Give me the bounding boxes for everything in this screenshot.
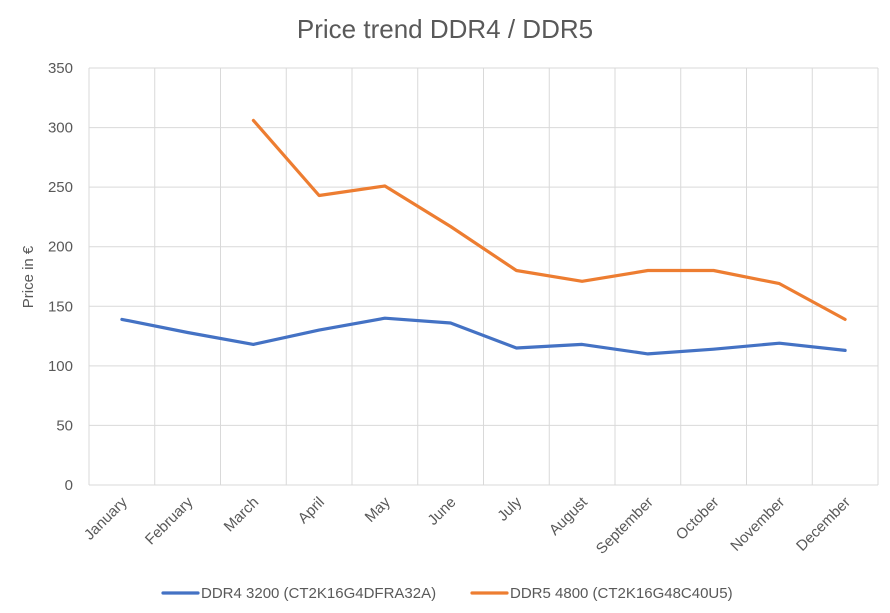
y-axis-ticks: 0 50 100 150 200 250 300 350 (48, 60, 73, 494)
data-point (580, 279, 584, 283)
legend-label-1: DDR4 3200 (CT2K16G4DFRA32A) (201, 585, 436, 602)
data-point (120, 317, 124, 321)
data-point (317, 193, 321, 197)
x-tick-label: September (593, 494, 657, 558)
data-point (777, 341, 781, 345)
data-point (843, 317, 847, 321)
data-point (514, 346, 518, 350)
x-tick-label: June (424, 494, 459, 529)
y-tick-label: 200 (48, 239, 73, 256)
legend-label-2: DDR5 4800 (CT2K16G48C40U5) (510, 585, 733, 602)
y-tick-label: 100 (48, 358, 73, 375)
data-point (251, 342, 255, 346)
data-point (580, 342, 584, 346)
x-tick-label: February (142, 493, 197, 548)
data-point (251, 118, 255, 122)
y-tick-label: 300 (48, 120, 73, 137)
gridlines (88, 67, 879, 486)
x-tick-label: April (295, 494, 328, 527)
chart-title: Price trend DDR4 / DDR5 (297, 14, 593, 44)
x-tick-label: July (494, 493, 525, 524)
series-line-2 (251, 118, 847, 321)
series-line-1 (120, 316, 847, 356)
data-point (317, 328, 321, 332)
data-point (449, 224, 453, 228)
x-tick-label: November (727, 494, 788, 555)
y-tick-label: 150 (48, 298, 73, 315)
y-tick-label: 0 (65, 477, 73, 494)
data-point (712, 347, 716, 351)
data-point (383, 184, 387, 188)
data-point (383, 316, 387, 320)
y-tick-label: 350 (48, 60, 73, 77)
x-tick-label: October (673, 494, 723, 544)
data-point (646, 269, 650, 273)
data-point (514, 269, 518, 273)
series-lines (120, 118, 847, 356)
x-tick-label: August (546, 493, 592, 539)
y-axis-label: Price in € (20, 245, 37, 308)
y-tick-label: 250 (48, 179, 73, 196)
data-point (646, 352, 650, 356)
x-tick-label: December (793, 494, 854, 555)
x-tick-label: January (81, 493, 131, 543)
data-point (449, 321, 453, 325)
y-tick-label: 50 (56, 417, 73, 434)
x-tick-label: March (221, 494, 262, 535)
data-point (843, 348, 847, 352)
legend: DDR4 3200 (CT2K16G4DFRA32A) DDR5 4800 (CT… (161, 585, 733, 602)
x-axis-ticks: January February March April May June July Augu… (81, 493, 854, 557)
data-point (777, 282, 781, 286)
data-point (186, 330, 190, 334)
data-point (712, 269, 716, 273)
x-tick-label: May (362, 493, 394, 525)
